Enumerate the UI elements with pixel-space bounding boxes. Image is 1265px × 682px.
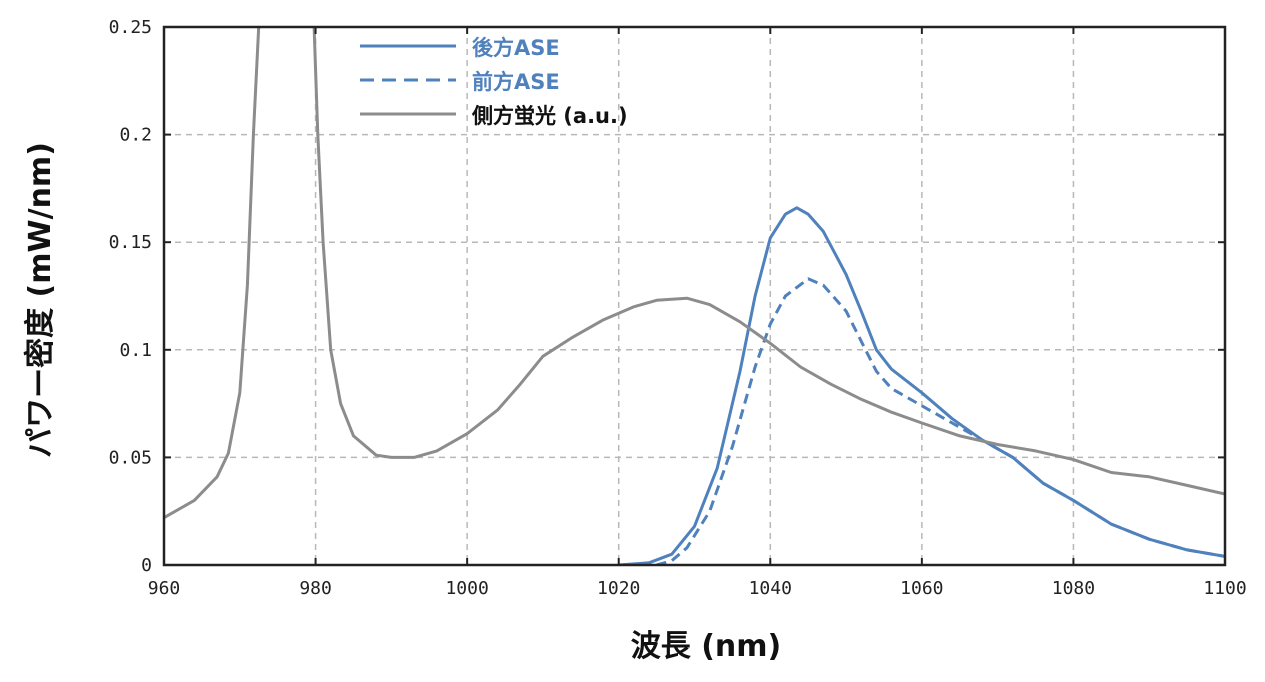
x-tick-label: 980 <box>299 578 332 599</box>
y-tick-label: 0 <box>141 555 152 576</box>
y-tick-label: 0.25 <box>109 17 152 38</box>
x-tick-label: 1000 <box>445 578 488 599</box>
x-tick-label: 1080 <box>1052 578 1095 599</box>
y-tick-label: 0.15 <box>109 232 152 253</box>
plot-border <box>162 25 1227 567</box>
y-axis-title: パワー密度 (mW/nm) <box>23 142 58 458</box>
y-axis-ticks: 0 0.05 0.1 0.15 0.2 0.25 <box>109 17 1225 576</box>
x-tick-label: 1040 <box>749 578 792 599</box>
y-tick-label: 0.2 <box>119 125 152 146</box>
legend: 後方ASE 前方ASE 側方蛍光 (a.u.) <box>360 36 628 128</box>
x-axis-ticks: 960 980 1000 1020 1040 1060 1080 1100 <box>148 27 1247 599</box>
series-line-0 <box>618 206 1225 566</box>
x-axis-title: 波長 (nm) <box>631 629 781 664</box>
legend-label-side-fluorescence: 側方蛍光 (a.u.) <box>471 104 628 128</box>
plot-frame <box>162 25 1227 567</box>
data-series <box>163 27 1225 566</box>
series-line-2 <box>163 27 1225 520</box>
y-tick-label: 0.1 <box>119 340 152 361</box>
grid-lines <box>164 27 1225 565</box>
legend-label-backward-ase: 後方ASE <box>472 36 560 60</box>
x-tick-label: 1100 <box>1203 578 1246 599</box>
x-tick-label: 1020 <box>597 578 640 599</box>
series-line-1 <box>656 277 1225 566</box>
y-tick-label: 0.05 <box>109 447 152 468</box>
x-tick-label: 960 <box>148 578 181 599</box>
legend-label-forward-ase: 前方ASE <box>472 70 560 94</box>
x-tick-label: 1060 <box>900 578 943 599</box>
